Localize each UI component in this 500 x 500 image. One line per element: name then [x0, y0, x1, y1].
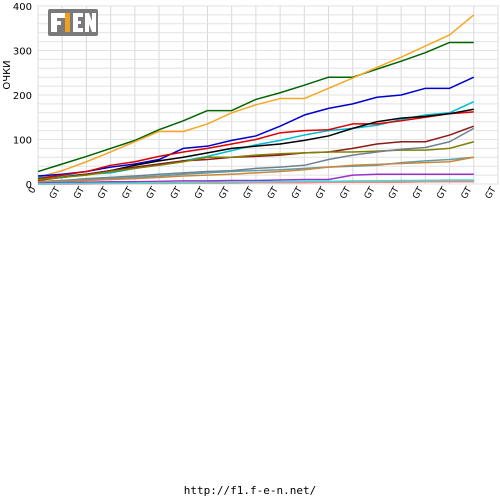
x-tick-label: GT	[121, 185, 136, 201]
y-tick-label: 100	[13, 136, 32, 147]
logo-n-right	[92, 13, 96, 32]
x-tick-label: 0	[27, 185, 39, 195]
f1en-logo	[48, 9, 98, 36]
series-line-11	[38, 156, 474, 183]
series-line-8	[37, 141, 474, 181]
x-tick-label: GT	[290, 185, 305, 201]
y-axis-label: ОЧКИ	[2, 60, 13, 89]
y-tick-label: 300	[13, 47, 32, 58]
footer-url: http://f1.f-e-n.net/	[183, 484, 317, 497]
chart-grid	[37, 5, 499, 185]
x-tick-label: GT	[363, 185, 378, 201]
logo-f-mid	[51, 21, 61, 25]
logo-n-left	[85, 13, 89, 32]
chart-series	[37, 14, 475, 185]
x-tick-label: GT	[242, 185, 257, 201]
x-tick-label: GT	[460, 185, 475, 201]
series-line-15	[37, 179, 474, 185]
x-tick-label: GT	[411, 185, 426, 201]
x-tick-label: GT	[193, 185, 208, 201]
logo-n-diagonal	[85, 13, 96, 32]
x-tick-label: GT	[48, 185, 63, 201]
logo-one	[65, 13, 70, 32]
logo-e-bottom	[73, 28, 83, 32]
x-tick-label: GT	[145, 185, 160, 201]
series-line-5	[37, 111, 474, 180]
series-line-9	[37, 127, 475, 183]
y-tick-label: 200	[13, 91, 32, 102]
series-line-3	[37, 76, 475, 177]
x-tick-label: GT	[387, 185, 402, 201]
y-tick-label: 0	[26, 180, 32, 191]
series-line-10	[37, 156, 474, 183]
x-tick-label: GT	[72, 185, 87, 201]
logo-f-top	[51, 13, 65, 18]
logo-e-mid	[73, 21, 81, 24]
x-tick-label: GT	[435, 185, 450, 201]
x-tick-label: GT	[266, 185, 281, 201]
y-tick-label: 400	[13, 2, 32, 13]
x-tick-label: GT	[218, 185, 233, 201]
x-tick-label: GT	[96, 185, 111, 201]
x-tick-label: GT	[169, 185, 184, 201]
logo-icon	[48, 9, 98, 36]
x-tick-label: GT	[484, 185, 499, 201]
series-line-1	[37, 41, 474, 173]
logo-e-top	[73, 13, 83, 17]
series-line-4	[37, 100, 475, 179]
x-tick-label: GT	[339, 185, 354, 201]
series-line-12	[37, 173, 474, 184]
series-line-2	[37, 14, 475, 179]
x-tick-label: GT	[314, 185, 329, 201]
series-line-7	[37, 125, 475, 182]
